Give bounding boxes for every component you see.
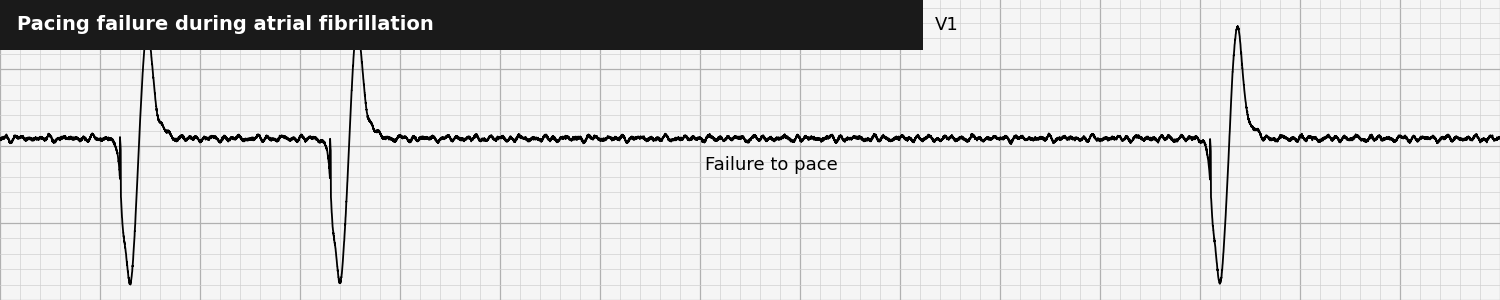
Text: V1: V1 <box>934 16 958 34</box>
Text: Pacing failure during atrial fibrillation: Pacing failure during atrial fibrillatio… <box>16 15 433 34</box>
Text: Failure to pace: Failure to pace <box>705 156 837 174</box>
